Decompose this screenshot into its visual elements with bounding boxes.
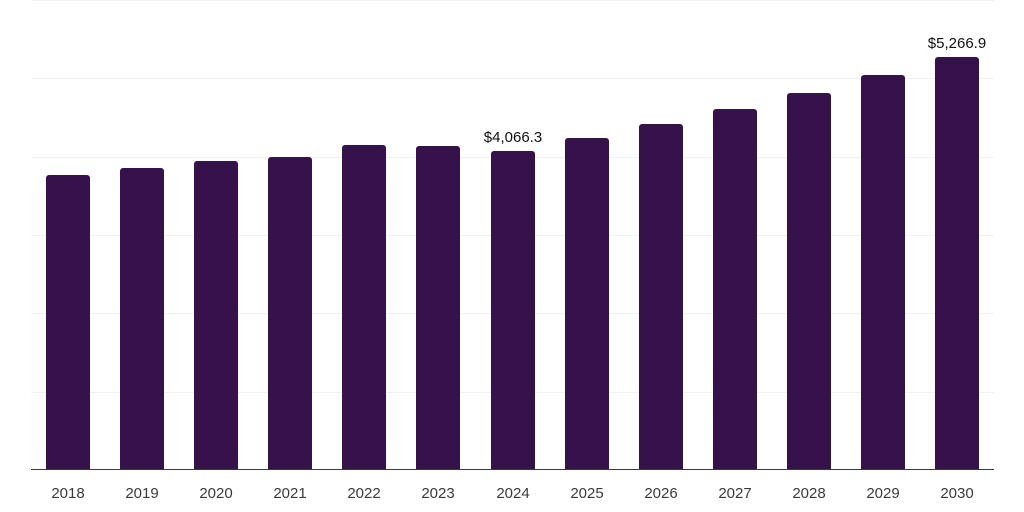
bar-2028[interactable] <box>787 93 831 470</box>
bar-2018[interactable] <box>46 175 90 470</box>
x-tick-label: 2019 <box>125 485 159 502</box>
x-tick-label: 2030 <box>940 485 974 502</box>
x-tick-label: 2022 <box>347 485 381 502</box>
bar-2020[interactable] <box>194 161 238 470</box>
x-axis-line <box>31 469 994 470</box>
bar-2019[interactable] <box>120 168 164 470</box>
x-tick-label: 2027 <box>718 485 752 502</box>
data-label-2030: $5,266.9 <box>927 35 987 52</box>
x-tick-label: 2029 <box>866 485 900 502</box>
gridline <box>31 78 994 79</box>
bar-2030[interactable] <box>935 57 979 470</box>
bar-2029[interactable] <box>861 75 905 470</box>
bar-2026[interactable] <box>639 124 683 470</box>
x-tick-label: 2020 <box>199 485 233 502</box>
x-tick-label: 2023 <box>421 485 455 502</box>
x-tick-label: 2021 <box>273 485 307 502</box>
bar-2022[interactable] <box>342 145 386 470</box>
bar-2025[interactable] <box>565 138 609 470</box>
bar-2024[interactable] <box>491 151 535 470</box>
x-tick-label: 2024 <box>496 485 530 502</box>
x-tick-label: 2026 <box>644 485 678 502</box>
gridline <box>31 0 994 1</box>
bar-2027[interactable] <box>713 109 757 470</box>
x-tick-label: 2025 <box>570 485 604 502</box>
data-label-2024: $4,066.3 <box>483 129 543 146</box>
x-tick-label: 2028 <box>792 485 826 502</box>
bar-2021[interactable] <box>268 157 312 470</box>
bar-2023[interactable] <box>416 146 460 470</box>
x-tick-label: 2018 <box>51 485 85 502</box>
